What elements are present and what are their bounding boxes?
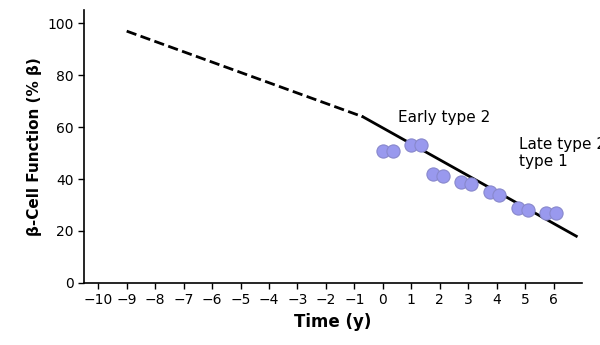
Point [378, 148, 388, 153]
Point [466, 181, 476, 187]
Point [494, 192, 504, 197]
Point [456, 179, 466, 185]
Point [542, 210, 551, 216]
Point [523, 207, 533, 213]
Text: Late type 2,
type 1: Late type 2, type 1 [520, 137, 600, 169]
Point [428, 171, 437, 177]
Point [416, 142, 426, 148]
Point [438, 174, 448, 179]
Y-axis label: β-Cell Function (% β): β-Cell Function (% β) [26, 57, 41, 236]
X-axis label: Time (y): Time (y) [295, 313, 371, 331]
Point [406, 142, 416, 148]
Text: Early type 2: Early type 2 [398, 110, 491, 125]
Point [551, 210, 561, 216]
Point [513, 205, 523, 210]
Point [485, 189, 494, 195]
Point [388, 148, 398, 153]
